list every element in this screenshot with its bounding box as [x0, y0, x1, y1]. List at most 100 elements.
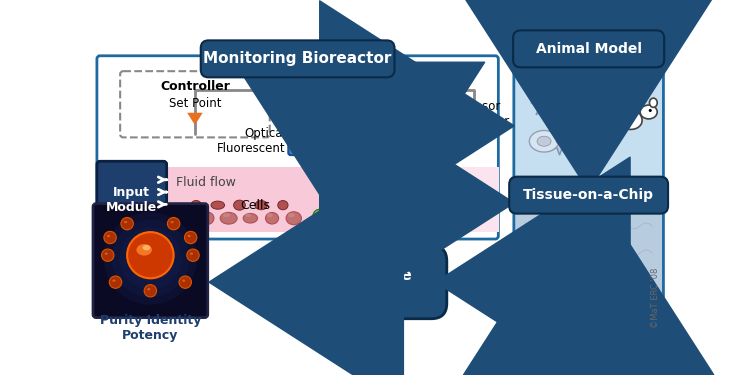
Ellipse shape — [338, 195, 345, 200]
FancyBboxPatch shape — [97, 56, 498, 239]
Ellipse shape — [433, 192, 441, 200]
Circle shape — [111, 220, 189, 297]
Circle shape — [127, 232, 173, 278]
Ellipse shape — [613, 107, 642, 129]
FancyBboxPatch shape — [514, 46, 663, 179]
Circle shape — [187, 249, 199, 261]
Ellipse shape — [550, 264, 562, 273]
Ellipse shape — [608, 273, 627, 287]
Ellipse shape — [613, 276, 623, 284]
PathPatch shape — [162, 166, 331, 232]
Ellipse shape — [182, 279, 185, 282]
Polygon shape — [545, 128, 573, 155]
Circle shape — [109, 276, 122, 288]
Circle shape — [184, 231, 197, 244]
Polygon shape — [541, 277, 579, 314]
Polygon shape — [604, 286, 646, 328]
Ellipse shape — [649, 98, 658, 107]
Polygon shape — [568, 106, 599, 137]
Text: Cells: Cells — [341, 199, 370, 211]
Ellipse shape — [356, 213, 370, 223]
Text: Cells: Cells — [240, 199, 270, 211]
Circle shape — [102, 249, 114, 261]
Ellipse shape — [556, 138, 563, 144]
Polygon shape — [580, 223, 624, 267]
Ellipse shape — [346, 210, 353, 215]
Ellipse shape — [529, 130, 559, 152]
Ellipse shape — [220, 212, 237, 224]
Ellipse shape — [288, 213, 295, 217]
Polygon shape — [531, 86, 565, 120]
Ellipse shape — [112, 279, 116, 282]
Ellipse shape — [137, 244, 152, 256]
FancyBboxPatch shape — [293, 94, 310, 110]
Ellipse shape — [107, 235, 110, 237]
Ellipse shape — [105, 252, 108, 255]
Polygon shape — [187, 113, 203, 125]
Circle shape — [179, 276, 191, 288]
Text: Controller: Controller — [160, 80, 230, 93]
Ellipse shape — [277, 201, 288, 210]
FancyBboxPatch shape — [120, 71, 269, 137]
Circle shape — [127, 236, 173, 282]
Text: Set Point: Set Point — [169, 97, 221, 110]
Ellipse shape — [170, 221, 173, 223]
Circle shape — [135, 243, 166, 274]
Ellipse shape — [425, 201, 434, 209]
Circle shape — [120, 228, 182, 289]
Ellipse shape — [124, 221, 127, 223]
Ellipse shape — [245, 213, 251, 217]
FancyBboxPatch shape — [513, 30, 664, 68]
Ellipse shape — [401, 213, 413, 224]
Ellipse shape — [547, 234, 556, 241]
Ellipse shape — [286, 212, 301, 225]
Ellipse shape — [191, 201, 201, 210]
Circle shape — [121, 217, 134, 230]
Ellipse shape — [190, 252, 193, 255]
Ellipse shape — [201, 213, 208, 217]
Ellipse shape — [401, 213, 407, 217]
Text: Input
Module: Input Module — [106, 186, 157, 214]
FancyBboxPatch shape — [93, 204, 207, 318]
Text: ©MaT ERC '08: ©MaT ERC '08 — [651, 268, 660, 328]
Ellipse shape — [142, 245, 151, 250]
Ellipse shape — [315, 210, 322, 215]
FancyBboxPatch shape — [201, 40, 395, 77]
Ellipse shape — [211, 201, 224, 209]
Ellipse shape — [244, 213, 258, 223]
Ellipse shape — [344, 209, 359, 221]
Text: Tissue-on-a-Chip: Tissue-on-a-Chip — [523, 188, 654, 202]
Ellipse shape — [266, 213, 278, 224]
Ellipse shape — [331, 204, 337, 209]
FancyBboxPatch shape — [509, 177, 668, 214]
Circle shape — [144, 285, 156, 297]
Text: Modeling: Modeling — [320, 282, 399, 297]
Ellipse shape — [223, 213, 230, 217]
Ellipse shape — [597, 241, 607, 249]
Ellipse shape — [369, 201, 380, 210]
Ellipse shape — [328, 203, 344, 215]
Circle shape — [168, 217, 180, 230]
Ellipse shape — [420, 214, 437, 223]
Text: Purity Identity
Potency: Purity Identity Potency — [100, 314, 201, 342]
Bar — [162, 166, 499, 232]
Polygon shape — [531, 217, 573, 258]
FancyBboxPatch shape — [272, 246, 446, 319]
Ellipse shape — [323, 195, 330, 200]
Ellipse shape — [544, 99, 552, 106]
Ellipse shape — [187, 235, 190, 237]
Ellipse shape — [180, 213, 186, 217]
Ellipse shape — [255, 201, 267, 210]
Circle shape — [104, 212, 197, 304]
Text: Outputs: Outputs — [410, 100, 460, 114]
Ellipse shape — [390, 200, 401, 210]
Ellipse shape — [433, 201, 446, 209]
Ellipse shape — [148, 288, 151, 290]
Ellipse shape — [411, 201, 424, 210]
Ellipse shape — [421, 182, 430, 190]
Ellipse shape — [435, 206, 444, 212]
FancyBboxPatch shape — [97, 161, 167, 238]
Ellipse shape — [179, 212, 191, 225]
Ellipse shape — [337, 194, 352, 206]
Text: Optical
Fluorescent: Optical Fluorescent — [218, 127, 286, 155]
